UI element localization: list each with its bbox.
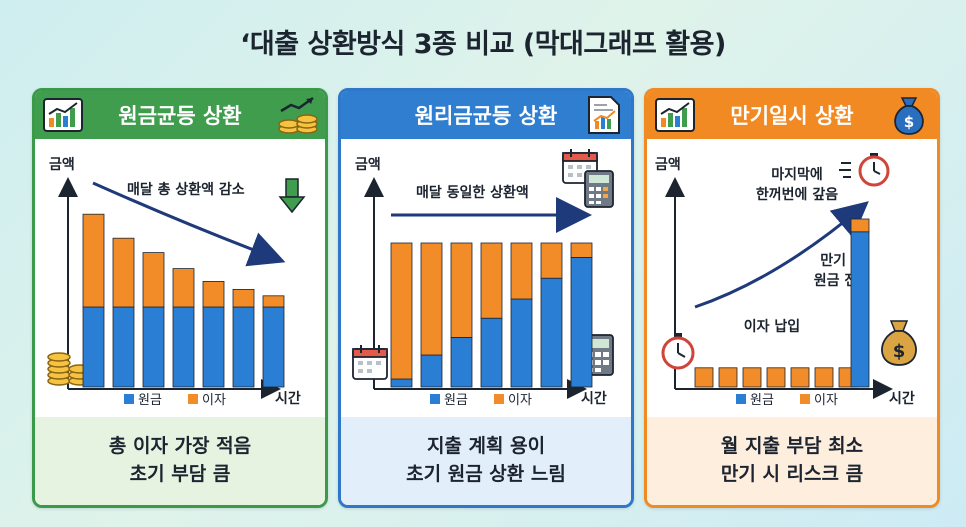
bar-principal-2	[112, 306, 135, 388]
bar-principal-5	[202, 306, 225, 388]
bar-interest-1	[694, 367, 714, 388]
y-axis-label: 금액	[355, 156, 381, 173]
money-bag-icon: $	[894, 97, 924, 135]
bar-chart-icon	[43, 98, 83, 132]
panel-title: 원리금균등 상환	[414, 104, 558, 128]
x-axis-label: 시간	[275, 390, 301, 407]
panel-header: 원리금균등 상환	[341, 91, 631, 139]
bar-interest-2	[420, 242, 443, 356]
calendar-icon	[352, 345, 388, 380]
bar-interest-7	[262, 295, 285, 308]
bar-interest-5	[790, 367, 810, 388]
legend-interest: 이자	[202, 393, 226, 408]
bar-interest-4	[480, 242, 503, 319]
x-axis-label: 시간	[581, 390, 607, 407]
annotation-top-2: 한꺼번에 갚음	[756, 186, 838, 203]
chart-equal-installment: 금액 매달 동일한 상환액	[352, 149, 614, 408]
svg-text:$: $	[904, 113, 914, 131]
bar-principal-6	[540, 277, 563, 388]
legend-interest: 이자	[814, 393, 838, 408]
bar-principal-3	[450, 336, 473, 388]
bar-interest-3	[142, 252, 165, 308]
bar-interest-6	[540, 242, 563, 279]
y-axis-label: 금액	[49, 156, 75, 173]
trend-arrow	[92, 181, 286, 267]
annotation-low: 이자 납입	[744, 318, 800, 335]
bar-interest-6	[814, 367, 834, 388]
stopwatch-icon	[661, 333, 695, 370]
legend-principal-swatch	[124, 394, 134, 404]
panel-header: 만기일시 상환 $	[647, 91, 937, 139]
document-chart-icon	[588, 96, 620, 134]
page-title: ‘대출 상환방식 3종 비교 (막대그래프 활용)	[240, 29, 726, 60]
svg-text:$: $	[893, 341, 906, 362]
x-axis-label: 시간	[889, 390, 915, 407]
bar-principal-1	[390, 378, 413, 388]
down-arrow-icon	[278, 178, 306, 214]
bar-interest-7	[570, 242, 593, 258]
legend-interest-swatch	[188, 394, 198, 404]
bar-interest-1	[390, 242, 413, 380]
legend-principal-swatch	[736, 394, 746, 404]
legend-interest: 이자	[508, 393, 532, 408]
summary-line-2: 만기 시 리스크 큼	[720, 463, 864, 485]
panel-title: 원금균등 상환	[118, 104, 242, 128]
legend-interest-swatch	[494, 394, 504, 404]
bar-principal-1	[82, 306, 105, 388]
panel-summary: 총 이자 가장 적음 초기 부담 큼	[35, 417, 325, 505]
bar-interest-3	[450, 242, 473, 338]
chart-bullet-repayment: 금액 마지막에 한꺼번에 갚음 만기 시 원금 전액 이자 납입 $ 원금	[655, 153, 917, 408]
annotation-top-1: 마지막에	[771, 166, 823, 183]
bar-principal-4	[172, 306, 195, 388]
chart-equal-principal: 금액 매달 총 상환액 감소 원금 이자 시간	[47, 156, 306, 408]
panel-summary: 지출 계획 용이 초기 원금 상환 느림	[341, 417, 631, 505]
bar-principal-7	[570, 257, 593, 388]
bar-principal-2	[420, 354, 443, 388]
bar-interest-8	[850, 218, 870, 233]
panel-summary: 월 지출 부담 최소 만기 시 리스크 큼	[647, 417, 937, 505]
legend-principal-swatch	[430, 394, 440, 404]
chart-annotation: 매달 동일한 상환액	[416, 184, 529, 201]
bar-interest-4	[172, 268, 195, 308]
bar-interest-3	[742, 367, 762, 388]
bar-interest-2	[718, 367, 738, 388]
panel-title: 만기일시 상환	[730, 104, 854, 128]
coins-icon	[278, 96, 318, 134]
bar-chart-icon	[655, 98, 695, 132]
chart-annotation: 매달 총 상환액 감소	[127, 181, 245, 198]
panel-bullet-repayment: 만기일시 상환 $ 금액 마지막에 한꺼번에 갚음 만기 시 원금 전액 이자 …	[644, 88, 940, 508]
panel-equal-installment: 원리금균등 상환 금액 매달 동일한 상환액	[338, 88, 634, 508]
summary-line-2: 초기 원금 상환 느림	[406, 463, 566, 485]
bar-series-group	[694, 218, 870, 388]
bar-series-group	[390, 242, 593, 388]
bar-interest-5	[202, 280, 225, 308]
summary-line-1: 총 이자 가장 적음	[108, 435, 252, 458]
bar-interest-5	[510, 242, 533, 300]
bar-interest-6	[232, 288, 255, 308]
trend-arrow	[694, 201, 869, 309]
legend-principal: 원금	[138, 393, 162, 408]
bar-interest-1	[82, 213, 105, 308]
bar-principal-3	[142, 306, 165, 388]
calculator-icon	[584, 170, 614, 208]
bar-principal-5	[510, 298, 533, 388]
bar-series-group	[82, 213, 285, 388]
bar-principal-7	[262, 306, 285, 388]
bar-principal-8	[850, 231, 870, 388]
bar-principal-4	[480, 317, 503, 388]
legend-principal: 원금	[750, 393, 774, 408]
panel-equal-principal: 원금균등 상환 금액 매달 총 상환액 감소	[32, 88, 328, 508]
bar-interest-4	[766, 367, 786, 388]
summary-line-1: 월 지출 부담 최소	[720, 435, 864, 458]
panel-header: 원금균등 상환	[35, 91, 325, 139]
y-axis-label: 금액	[655, 156, 681, 173]
bar-principal-6	[232, 306, 255, 388]
money-bag-icon: $	[881, 320, 917, 366]
bar-interest-2	[112, 237, 135, 308]
legend-interest-swatch	[800, 394, 810, 404]
summary-line-2: 초기 부담 큼	[129, 463, 231, 485]
stopwatch-icon	[839, 153, 890, 187]
summary-line-1: 지출 계획 용이	[426, 435, 546, 458]
legend-principal: 원금	[444, 393, 468, 408]
